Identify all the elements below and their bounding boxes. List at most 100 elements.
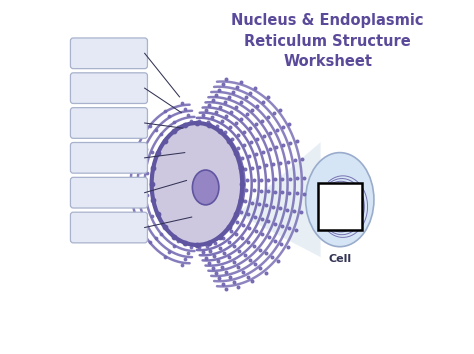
Point [285, 225, 292, 231]
Point [171, 234, 178, 240]
FancyBboxPatch shape [71, 177, 147, 208]
Point [229, 89, 237, 95]
Point [258, 232, 266, 237]
Point [205, 260, 213, 266]
Point [182, 122, 189, 128]
Point [283, 207, 291, 212]
Point [257, 177, 264, 183]
Point [271, 189, 279, 194]
Point [161, 108, 169, 114]
Ellipse shape [334, 201, 346, 216]
Point [252, 151, 260, 156]
Point [228, 136, 236, 142]
Point [149, 165, 157, 171]
Point [238, 181, 246, 187]
Point [144, 170, 151, 176]
Point [243, 187, 250, 193]
Point [155, 152, 163, 158]
Point [230, 259, 237, 265]
Point [157, 131, 165, 137]
Point [277, 160, 284, 166]
Point [250, 177, 257, 183]
Point [286, 140, 294, 146]
Point [270, 161, 277, 167]
Point [188, 244, 195, 249]
Point [247, 139, 255, 145]
Point [285, 190, 293, 195]
Point [251, 85, 259, 91]
Point [277, 241, 285, 246]
Text: Cell: Cell [328, 255, 351, 264]
Point [148, 213, 156, 219]
Point [209, 265, 216, 271]
Point [154, 151, 162, 156]
Point [251, 214, 259, 219]
Point [184, 250, 192, 255]
Point [205, 240, 212, 246]
Point [219, 281, 227, 286]
Point [269, 204, 277, 210]
Point [137, 169, 144, 175]
Point [255, 164, 263, 169]
Point [142, 146, 149, 152]
Point [300, 175, 308, 181]
Point [216, 275, 223, 281]
Point [225, 224, 233, 230]
Point [146, 240, 154, 245]
Point [240, 142, 248, 148]
Point [232, 104, 240, 110]
Point [182, 107, 189, 112]
Point [256, 266, 264, 271]
Point [236, 248, 243, 254]
Point [213, 123, 221, 129]
Point [239, 269, 247, 275]
Point [268, 255, 275, 260]
FancyBboxPatch shape [71, 108, 147, 138]
Point [252, 121, 260, 127]
Point [148, 149, 156, 155]
Point [235, 264, 242, 270]
Text: Nucleus & Endoplasmic
Reticulum Structure
Worksheet: Nucleus & Endoplasmic Reticulum Structur… [231, 13, 424, 69]
Point [253, 136, 261, 142]
Point [278, 189, 286, 195]
Point [264, 218, 272, 224]
Point [238, 155, 246, 161]
Point [219, 81, 227, 87]
Point [279, 176, 286, 182]
Point [216, 129, 223, 134]
Point [230, 279, 238, 285]
Ellipse shape [306, 153, 374, 247]
Point [225, 94, 232, 100]
Point [171, 129, 178, 134]
Point [193, 242, 201, 248]
Point [248, 107, 256, 113]
Point [264, 177, 272, 182]
Point [255, 201, 263, 207]
Point [232, 212, 240, 217]
Point [205, 122, 212, 128]
Polygon shape [237, 142, 320, 257]
Point [161, 255, 169, 260]
Point [217, 104, 224, 110]
Point [222, 286, 230, 292]
Point [273, 144, 280, 150]
Point [222, 269, 230, 274]
Point [290, 208, 298, 214]
Point [276, 205, 283, 211]
Point [174, 238, 182, 244]
Point [227, 228, 234, 233]
Point [246, 125, 254, 131]
Point [199, 113, 206, 118]
Point [170, 244, 178, 249]
Point [211, 240, 219, 246]
Point [246, 90, 254, 96]
Point [225, 255, 233, 260]
Point [243, 178, 250, 183]
Point [246, 225, 253, 231]
Point [260, 133, 267, 139]
Point [256, 247, 264, 252]
Bar [318, 183, 362, 230]
Point [144, 192, 151, 198]
Point [241, 252, 248, 258]
Point [271, 238, 279, 244]
